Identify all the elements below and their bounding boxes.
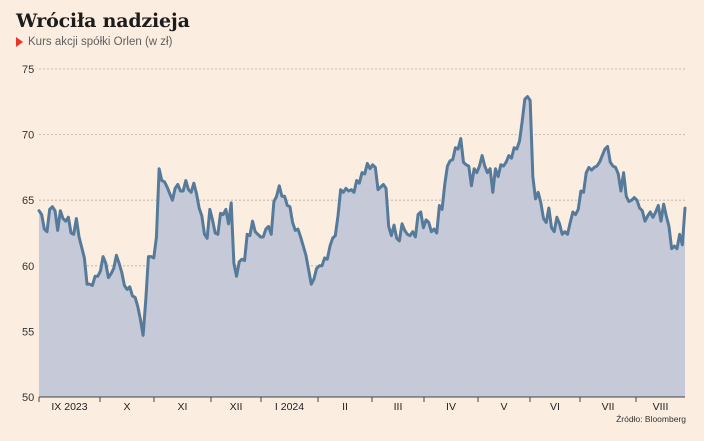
x-month-label: VI bbox=[550, 401, 560, 413]
price-line bbox=[37, 95, 687, 337]
x-month-label: II bbox=[342, 401, 348, 413]
y-tick-label: 70 bbox=[22, 130, 34, 142]
y-tick-label: 75 bbox=[22, 64, 34, 76]
y-tick-label: 60 bbox=[22, 261, 34, 273]
y-tick-label: 55 bbox=[22, 326, 34, 338]
red-triangle-icon bbox=[16, 37, 23, 47]
x-month-label: V bbox=[500, 401, 507, 413]
x-month-label: I 2024 bbox=[275, 401, 304, 413]
x-month-label: VII bbox=[602, 401, 615, 413]
y-tick-label: 50 bbox=[22, 392, 34, 404]
chart-subtitle-text: Kurs akcji spółki Orlen (w zł) bbox=[28, 36, 173, 48]
source-note: Źródło: Bloomberg bbox=[616, 414, 686, 424]
x-month-label: IV bbox=[446, 401, 456, 413]
price-area-fill bbox=[39, 96, 685, 398]
x-month-label: XI bbox=[178, 401, 188, 413]
x-month-label: X bbox=[123, 401, 130, 413]
chart-title: Wróciła nadzieja bbox=[16, 10, 190, 32]
y-tick-label: 65 bbox=[22, 195, 34, 207]
x-month-label: IX 2023 bbox=[51, 401, 87, 413]
x-month-label: VIII bbox=[653, 401, 669, 413]
x-month-label: XII bbox=[230, 401, 243, 413]
x-month-label: III bbox=[394, 401, 403, 413]
chart-subtitle: Kurs akcji spółki Orlen (w zł) bbox=[16, 36, 172, 48]
